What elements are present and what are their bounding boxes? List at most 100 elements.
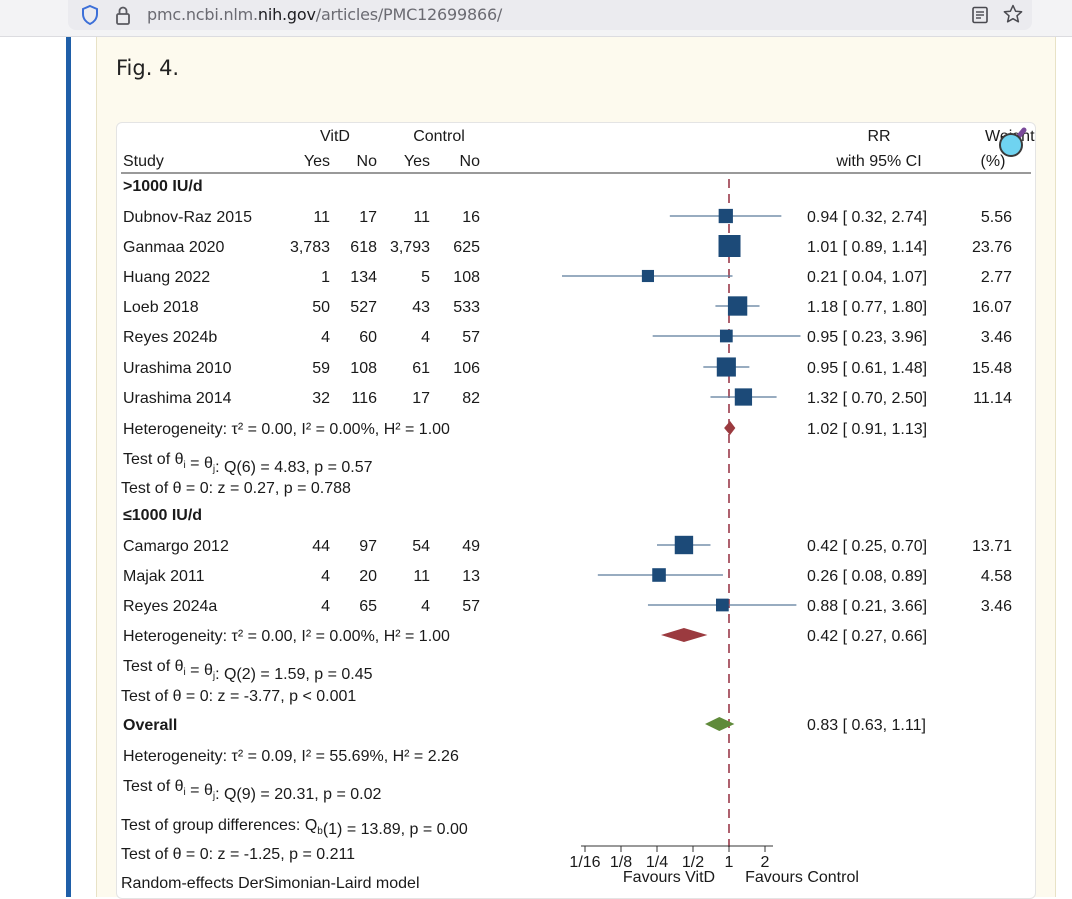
header-study: Study: [123, 153, 164, 170]
x-tick-label: 1/2: [682, 854, 704, 871]
subgroup-test-z: Test of θ = 0: z = -3.77, p < 0.001: [121, 688, 356, 705]
vitd-yes-count: 11: [313, 209, 330, 226]
weight-value: 13.71: [972, 538, 1012, 555]
control-yes-count: 11: [413, 209, 430, 226]
favours-right-label: Favours Control: [745, 869, 859, 886]
rr-ci-value: 1.18 [ 0.77, 1.80]: [807, 299, 927, 316]
tracking-shield-icon[interactable]: [80, 4, 100, 26]
subgroup-test-q: Test of θi = θj: Q(6) = 4.83, p = 0.57: [123, 451, 373, 476]
overall-title: Overall: [123, 717, 177, 734]
study-name: Camargo 2012: [123, 538, 229, 555]
header-vitd-yes: Yes: [304, 153, 330, 170]
weight-value: 5.56: [981, 209, 1012, 226]
x-tick-label: 2: [761, 854, 770, 871]
control-no-count: 108: [453, 269, 480, 286]
overall-test-q: Test of θi = θj: Q(9) = 20.31, p = 0.02: [123, 778, 382, 803]
vitd-yes-count: 59: [312, 360, 330, 377]
effect-square: [734, 388, 753, 406]
control-no-count: 82: [462, 390, 480, 407]
section-accent-bar: [66, 37, 71, 897]
overall-test-z: Test of θ = 0: z = -1.25, p = 0.211: [121, 846, 355, 863]
subgroup-heterogeneity: Heterogeneity: τ² = 0.00, I² = 0.00%, H²…: [123, 628, 450, 645]
rr-ci-value: 0.94 [ 0.32, 2.74]: [807, 209, 927, 226]
control-yes-count: 4: [421, 329, 430, 346]
header-weight-unit: (%): [981, 153, 1006, 170]
study-name: Majak 2011: [123, 568, 205, 585]
vitd-no-count: 65: [359, 598, 377, 615]
forest-plot: VitDControlRRWeightStudyYesNoYesNowith 9…: [121, 128, 1035, 892]
control-yes-count: 61: [412, 360, 430, 377]
control-no-count: 57: [462, 329, 480, 346]
vitd-no-count: 527: [350, 299, 377, 316]
control-no-count: 57: [462, 598, 480, 615]
vitd-no-count: 116: [351, 390, 377, 407]
subgroup-title: >1000 IU/d: [123, 178, 203, 195]
study-name: Urashima 2014: [123, 390, 232, 407]
figure-label: Fig. 4.: [116, 56, 180, 80]
x-tick-label: 1/4: [646, 854, 668, 871]
effect-square: [652, 568, 666, 582]
header-rr: RR: [867, 128, 890, 145]
control-no-count: 106: [453, 360, 480, 377]
vitd-yes-count: 3,783: [290, 239, 330, 256]
model-note: Random-effects DerSimonian-Laird model: [121, 875, 420, 892]
header-vitd-no: No: [357, 153, 378, 170]
subgroup-pooled-rr: 1.02 [ 0.91, 1.13]: [807, 421, 927, 438]
overall-rr: 0.83 [ 0.63, 1.11]: [807, 717, 926, 734]
effect-square: [641, 269, 655, 283]
x-tick-label: 1: [725, 854, 734, 871]
toolbar-divider: [0, 36, 1072, 37]
effect-square: [719, 329, 733, 343]
rr-ci-value: 0.26 [ 0.08, 0.89]: [807, 568, 927, 585]
weight-value: 3.46: [981, 598, 1012, 615]
header-control-no: No: [460, 153, 481, 170]
header-control-yes: Yes: [404, 153, 430, 170]
weight-value: 16.07: [972, 299, 1012, 316]
vitd-no-count: 97: [359, 538, 377, 555]
header-vitd: VitD: [320, 128, 350, 145]
control-no-count: 49: [462, 538, 480, 555]
lock-icon[interactable]: [114, 4, 132, 26]
vitd-yes-count: 4: [321, 598, 330, 615]
effect-square: [718, 208, 733, 224]
control-no-count: 13: [462, 568, 480, 585]
control-yes-count: 5: [421, 269, 430, 286]
header-ci: with 95% CI: [835, 153, 921, 170]
vitd-yes-count: 44: [312, 538, 330, 555]
vitd-no-count: 20: [359, 568, 377, 585]
vitd-no-count: 108: [350, 360, 377, 377]
study-name: Loeb 2018: [123, 299, 199, 316]
rr-ci-value: 1.01 [ 0.89, 1.14]: [807, 239, 927, 256]
subgroup-heterogeneity: Heterogeneity: τ² = 0.00, I² = 0.00%, H²…: [123, 421, 450, 438]
subgroup-pooled-diamond: [660, 628, 708, 642]
control-no-count: 625: [453, 239, 480, 256]
forest-plot-figure[interactable]: VitDControlRRWeightStudyYesNoYesNowith 9…: [116, 122, 1036, 899]
vitd-yes-count: 50: [312, 299, 330, 316]
vitd-no-count: 134: [350, 269, 377, 286]
effect-square: [715, 598, 729, 612]
control-no-count: 533: [453, 299, 480, 316]
weight-value: 4.58: [981, 568, 1012, 585]
bookmark-star-icon[interactable]: [1002, 3, 1024, 25]
header-control: Control: [413, 128, 465, 145]
vitd-yes-count: 4: [321, 568, 330, 585]
control-yes-count: 54: [412, 538, 430, 555]
vitd-yes-count: 32: [312, 390, 330, 407]
zoom-magnifier-icon[interactable]: [962, 124, 1034, 162]
rr-ci-value: 1.32 [ 0.70, 2.50]: [807, 390, 927, 407]
vitd-no-count: 17: [359, 209, 377, 226]
study-name: Dubnov-Raz 2015: [123, 209, 252, 226]
study-name: Huang 2022: [123, 269, 210, 286]
rr-ci-value: 0.95 [ 0.61, 1.48]: [807, 360, 927, 377]
effect-square: [727, 296, 748, 316]
group-differences-test: Test of group differences: Qb(1) = 13.89…: [121, 817, 468, 838]
effect-square: [716, 357, 736, 377]
weight-value: 3.46: [981, 329, 1012, 346]
control-yes-count: 43: [412, 299, 430, 316]
url-text[interactable]: pmc.ncbi.nlm.nih.gov/articles/PMC1269986…: [147, 5, 503, 24]
address-bar[interactable]: [68, 0, 1032, 30]
reader-view-icon[interactable]: [970, 5, 990, 25]
vitd-no-count: 60: [359, 329, 377, 346]
subgroup-pooled-diamond: [724, 421, 736, 435]
rr-ci-value: 0.42 [ 0.25, 0.70]: [807, 538, 927, 555]
